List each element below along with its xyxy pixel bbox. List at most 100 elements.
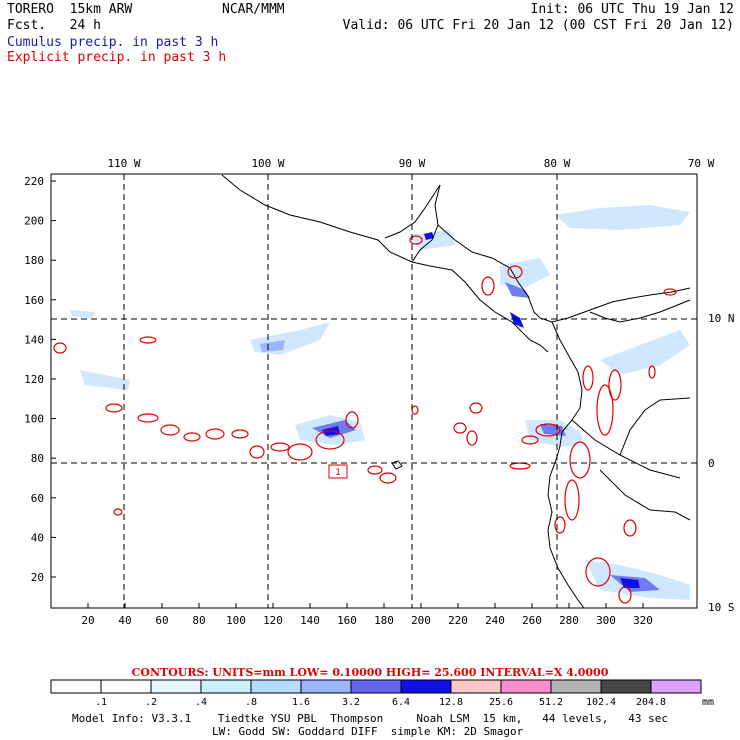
map-frame [50,173,698,609]
precip-contour [521,435,539,445]
left-axis-label: 120 [24,373,44,386]
precip-contour [231,429,249,439]
coastline-map [221,174,691,609]
bottom-axis-label: 80 [192,614,205,627]
colorbar-swatch [450,679,502,694]
precip-contour [367,465,383,475]
left-axis-label: 200 [24,215,44,228]
precip-contour [113,508,123,516]
left-axis-label: 80 [31,452,44,465]
precip-contour [663,288,677,296]
coastline-south-america-north [589,299,691,323]
left-grid-labels: 220 200 180 160 140 120 100 80 60 40 20 [24,175,44,584]
precip-contour [648,365,656,379]
coastline-yucatan [411,184,441,263]
contours-info: CONTOURS: UNITS=mm LOW= 0.10000 HIGH= 25… [131,666,609,679]
border-mexico-guatemala [384,184,441,239]
left-axis-label: 60 [31,492,44,505]
cumulus-area [540,424,566,436]
precip-contour [481,276,495,296]
colorbar-swatch [200,679,252,694]
lon-label: 70 W [688,157,715,170]
precip-contour [137,413,159,423]
colorbar [50,679,702,694]
forecast-hour: Fcst. 24 h [7,18,101,33]
precip-contour [379,472,397,484]
border-andes [619,397,691,456]
colorbar-swatch [50,679,102,694]
colorbar-label: .2 [145,697,157,708]
colorbar-swatch [600,679,652,694]
colorbar-unit: mm [702,697,714,708]
precip-contour [315,430,345,450]
left-axis-label: 100 [24,413,44,426]
valid-time: Valid: 06 UTC Fri 20 Jan 12 (00 CST Fri … [342,18,734,33]
precip-contour [270,442,290,452]
colorbar-label: .1 [95,697,107,708]
colorbar-swatch [100,679,152,694]
precip-contour [535,423,561,437]
precip-contour [585,557,611,587]
lon-label: 100 W [251,157,284,170]
precip-contour [160,424,180,436]
colorbar-swatch [400,679,452,694]
colorbar-swatch [500,679,552,694]
colorbar-label: 25.6 [489,697,513,708]
lat-label: 10 S [708,601,735,614]
precip-contour [287,443,313,461]
colorbar-label: 1.6 [292,697,310,708]
colorbar-label: 51.2 [539,697,563,708]
cumulus-area [260,340,285,352]
explicit-precip-contours [53,235,677,604]
legend-cumulus: Cumulus precip. in past 3 h [7,35,219,50]
model-title: TORERO 15km ARW [7,2,133,17]
precip-contour [183,432,201,442]
colorbar-label: .8 [245,697,257,708]
coastline-north-america [221,174,549,353]
precip-contour [205,428,225,440]
lat-label: 0 [708,457,715,470]
left-axis-label: 180 [24,254,44,267]
coastline-south-america-west [547,321,585,609]
grid-lines [51,174,697,608]
colorbar-swatch [650,679,702,694]
model-physics: LW: Godd SW: Goddard DIFF simple KM: 2D … [212,725,524,738]
colorbar-label: .4 [195,697,207,708]
precip-contour [453,422,467,434]
precip-contour [411,405,419,415]
bottom-axis-label: 180 [374,614,394,627]
precip-contour [345,411,359,429]
model-info: Model Info: V3.3.1 Tiedtke YSU PBL Thomp… [72,712,669,725]
center-name: NCAR/MMM [222,2,285,17]
bottom-axis-label: 200 [411,614,431,627]
lat-label: 10 N [708,312,735,325]
bottom-axis-label: 280 [559,614,579,627]
bottom-axis-label: 160 [337,614,357,627]
marker-box: 1 [328,464,348,479]
colorbar-label: 102.4 [586,697,616,708]
cumulus-area [620,578,640,588]
init-time: Init: 06 UTC Thu 19 Jan 12 [530,2,735,17]
cumulus-area [555,205,690,230]
lon-label: 90 W [399,157,426,170]
bottom-axis-label: 300 [596,614,616,627]
top-lon-labels: 110 W 100 W 90 W 80 W 70 W [107,157,714,170]
colorbar-swatch [550,679,602,694]
cumulus-area [70,310,95,318]
bottom-grid-labels: 20 40 60 80 100 120 140 160 180 200 220 240 260 280 30… [81,614,653,627]
legend-explicit: Explicit precip. in past 3 h [7,50,227,65]
bottom-axis-label: 120 [263,614,283,627]
precip-contour [507,265,523,279]
bottom-axis-label: 260 [522,614,542,627]
bottom-axis-label: 240 [485,614,505,627]
bottom-axis-label: 320 [633,614,653,627]
cumulus-area [80,370,130,390]
precip-contour [596,384,614,436]
cumulus-area [510,312,524,328]
colorbar-label: 3.2 [342,697,360,708]
left-axis-label: 160 [24,294,44,307]
precip-contour [569,441,591,479]
precip-contour [249,445,265,459]
bottom-axis-label: 220 [448,614,468,627]
